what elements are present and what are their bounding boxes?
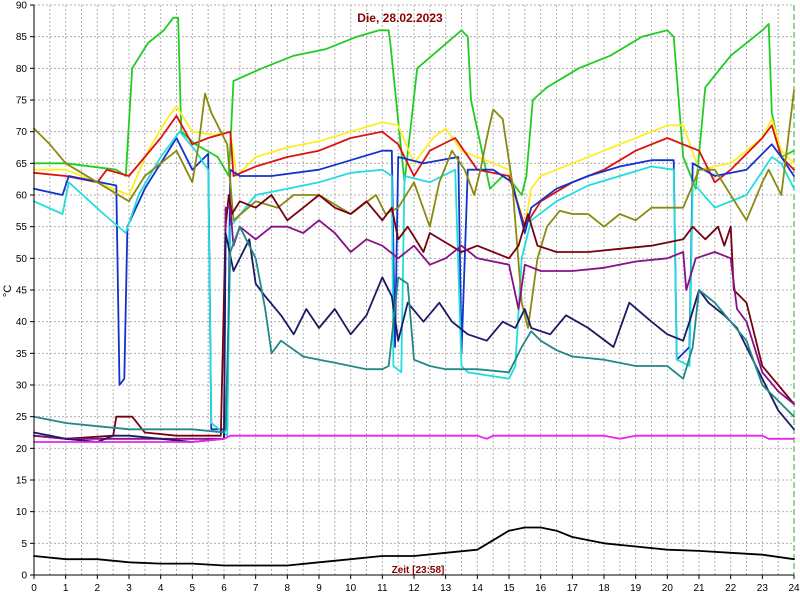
- y-tick-label: 10: [16, 507, 28, 518]
- x-tick-label: 22: [725, 583, 737, 594]
- series-line-2: [33, 105, 795, 228]
- x-tick-label: 9: [316, 583, 322, 594]
- y-tick-label: 40: [16, 317, 28, 328]
- y-tick-label: 70: [16, 127, 28, 138]
- y-tick-label: 85: [16, 32, 28, 43]
- x-tick-label: 1: [63, 583, 69, 594]
- x-tick-label: 7: [253, 583, 259, 594]
- x-tick-label: 6: [221, 583, 227, 594]
- y-tick-label: 5: [21, 539, 27, 550]
- x-tick-label: 16: [535, 583, 547, 594]
- x-tick-label: 18: [598, 583, 610, 594]
- x-tick-label: 4: [158, 583, 164, 594]
- y-tick-label: 20: [16, 444, 28, 455]
- series-line-9: [33, 232, 795, 443]
- series-line-10: [33, 225, 795, 434]
- series-line-5: [33, 130, 795, 437]
- series-line-12: [33, 526, 795, 567]
- x-tick-label: 19: [630, 583, 642, 594]
- x-tick-label: 15: [503, 583, 515, 594]
- y-tick-label: 50: [16, 254, 28, 265]
- y-axis-label: °C: [2, 285, 14, 297]
- series-line-6: [33, 89, 795, 329]
- x-tick-label: 3: [126, 583, 132, 594]
- series-line-8: [33, 206, 795, 440]
- y-tick-label: 80: [16, 64, 28, 75]
- y-tick-label: 35: [16, 349, 28, 360]
- x-tick-label: 14: [472, 583, 484, 594]
- x-tick-label: 12: [408, 583, 420, 594]
- x-tick-label: 13: [440, 583, 452, 594]
- series-line-11: [33, 434, 795, 443]
- x-tick-label: 17: [567, 583, 579, 594]
- series-layer: [33, 16, 795, 567]
- x-tick-label: 11: [377, 583, 388, 594]
- y-tick-label: 65: [16, 159, 28, 170]
- y-tick-label: 30: [16, 381, 28, 392]
- x-tick-label: 20: [662, 583, 674, 594]
- grid-layer: [33, 4, 795, 576]
- y-tick-label: 25: [16, 412, 28, 423]
- series-line-7: [33, 194, 795, 440]
- x-tick-label: 0: [31, 583, 37, 594]
- x-tick-label: 10: [345, 583, 357, 594]
- x-tick-label: 23: [757, 583, 769, 594]
- chart-title: Die, 28.02.2023: [357, 11, 443, 25]
- x-tick-label: 21: [693, 583, 705, 594]
- y-tick-label: 45: [16, 286, 28, 297]
- y-tick-label: 55: [16, 222, 28, 233]
- y-tick-label: 75: [16, 96, 28, 107]
- y-tick-label: 90: [16, 1, 28, 12]
- x-tick-label: 2: [95, 583, 101, 594]
- x-axis-label: Zeit [23:58]: [392, 565, 445, 576]
- x-tick-label: 8: [285, 583, 291, 594]
- x-tick-label: 24: [788, 583, 800, 594]
- x-tick-label: 5: [190, 583, 196, 594]
- y-tick-label: 60: [16, 191, 28, 202]
- y-tick-label: 15: [16, 476, 28, 487]
- y-tick-label: 0: [21, 571, 27, 582]
- series-line-1: [33, 16, 795, 196]
- series-line-3: [33, 114, 795, 228]
